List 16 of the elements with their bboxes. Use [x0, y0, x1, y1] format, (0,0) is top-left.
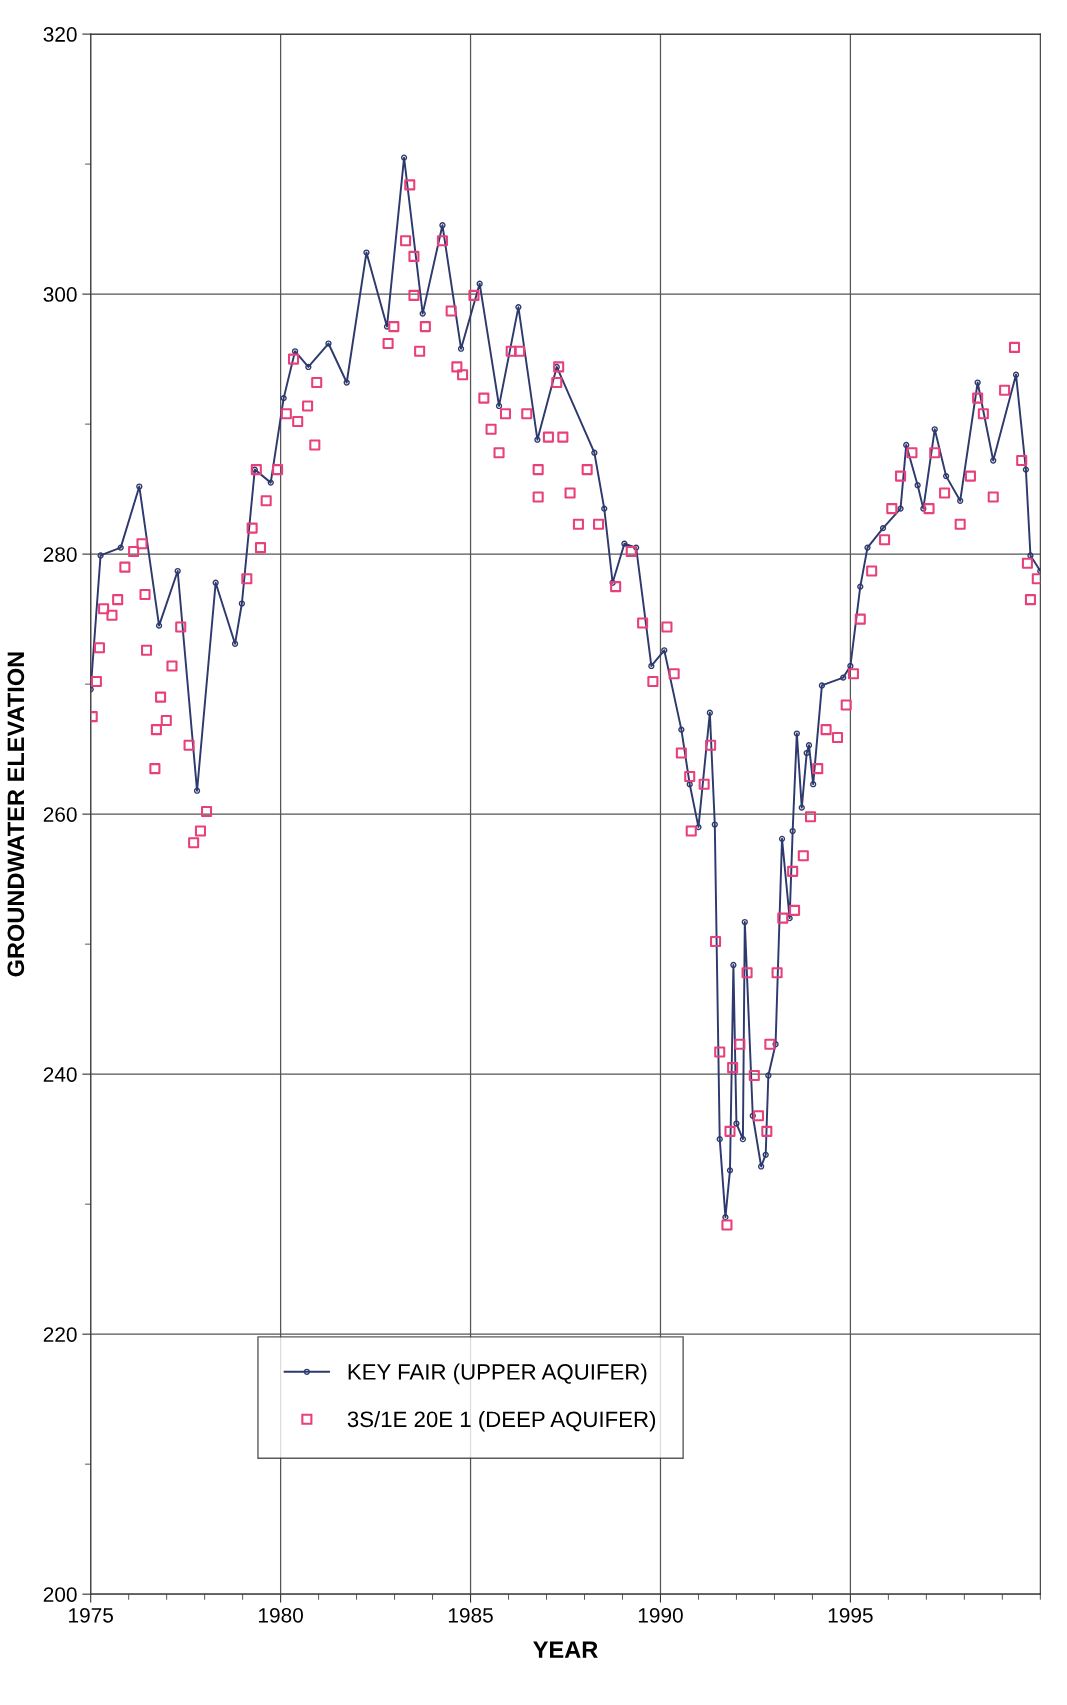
legend-label: KEY FAIR (UPPER AQUIFER) — [348, 1363, 647, 1385]
x-tick-label: 1975 — [69, 1607, 113, 1623]
y-tick-label: 200 — [43, 1587, 77, 1602]
x-axis-title: YEAR — [533, 1641, 598, 1658]
y-tick-label: 320 — [43, 27, 77, 42]
y-tick-label: 220 — [43, 1327, 77, 1342]
y-tick-label: 260 — [43, 807, 77, 822]
x-tick-label: 1985 — [448, 1607, 493, 1623]
y-axis-title: GROUNDWATER ELEVATION — [7, 652, 25, 977]
x-tick-label: 1980 — [259, 1607, 303, 1623]
y-tick-label: 300 — [43, 287, 77, 302]
x-tick-label: 1990 — [638, 1607, 683, 1623]
legend-label: 3S/1E 20E 1 (DEEP AQUIFER) — [347, 1410, 656, 1432]
y-tick-label: 240 — [43, 1067, 77, 1082]
x-tick-label: 1995 — [828, 1607, 873, 1623]
y-tick-label: 280 — [43, 547, 77, 562]
